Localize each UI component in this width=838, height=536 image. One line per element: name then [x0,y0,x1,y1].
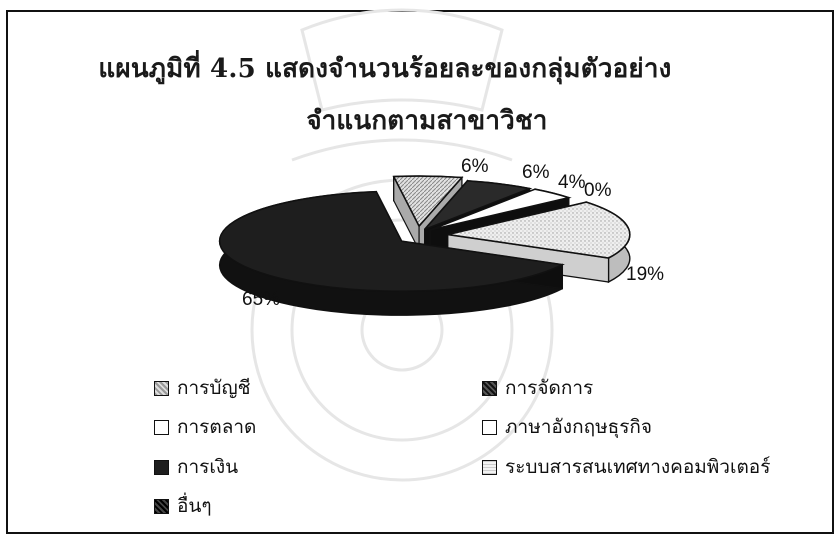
legend-swatch [482,380,497,396]
legend-swatch [154,380,169,396]
legend-label: ภาษาอังกฤษธุรกิจ [505,416,653,438]
pie-data-label: 0% [584,180,612,201]
legend-item-computer-info-systems: ระบบสารสนเทศทางคอมพิวเตอร์ [482,452,770,482]
pie-data-label: 6% [522,162,550,183]
legend-item-finance: การเงิน [154,452,238,482]
pie-slice-1 [392,175,464,228]
legend-swatch [154,498,169,514]
chart-subtitle: จำแนกตามสาขาวิชา [306,106,548,136]
legend-swatch [482,419,497,435]
legend-label: การเงิน [177,456,239,478]
legend-item-accounting: การบัญชี [154,373,251,403]
pie-data-label: 6% [461,156,489,177]
pie-slice-2 [424,180,533,231]
pie-data-label: 19% [626,264,664,285]
legend-item-others: อื่นๆ [154,491,212,521]
pie-slice-3 [429,188,572,231]
legend-label: การจัดการ [505,377,594,399]
pie-slice-5 [447,201,631,259]
legend-item-marketing: การตลาด [154,412,256,442]
pie-data-label: 65% [242,289,280,310]
legend-label: การบัญชี [177,377,251,399]
legend-label: การตลาด [177,416,257,438]
legend-swatch [154,419,169,435]
legend-label: ระบบสารสนเทศทางคอมพิวเตอร์ [505,456,771,478]
legend-swatch [482,459,497,475]
legend-label: อื่นๆ [177,495,212,517]
legend-swatch [154,459,169,475]
chart-title: แผนภูมิที่ 4.5 แสดงจำนวนร้อยละของกลุ่มตั… [98,54,672,84]
legend-item-business-english: ภาษาอังกฤษธุรกิจ [482,412,652,442]
pie-data-label: 4% [558,172,586,193]
legend-item-management: การจัดการ [482,373,593,403]
pie-slice-6 [218,190,565,292]
